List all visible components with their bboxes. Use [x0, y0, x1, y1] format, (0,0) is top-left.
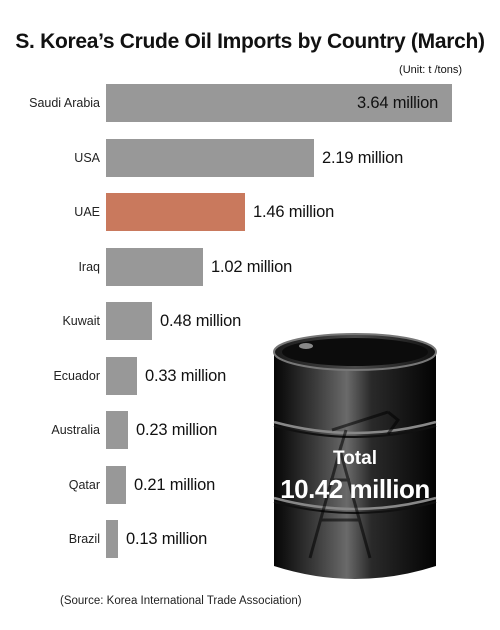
- oil-barrel-image: [273, 333, 437, 579]
- value-label: 2.19 million: [322, 149, 404, 167]
- value-label: 0.33 million: [145, 367, 227, 385]
- category-label: Saudi Arabia: [29, 96, 100, 110]
- category-label: Brazil: [68, 532, 100, 546]
- unit-label: (Unit: t /tons): [399, 64, 462, 76]
- bar: [106, 357, 137, 395]
- value-label: 1.02 million: [211, 258, 293, 276]
- bar: [106, 139, 314, 177]
- total-label: Total: [333, 448, 377, 469]
- category-label: Ecuador: [53, 369, 100, 383]
- source-note: (Source: Korea International Trade Assoc…: [60, 595, 302, 607]
- value-label: 3.64 million: [357, 94, 439, 112]
- category-label: Iraq: [78, 260, 100, 274]
- value-label: 0.23 million: [136, 421, 218, 439]
- category-label: Australia: [51, 423, 100, 437]
- category-label: Kuwait: [62, 314, 100, 328]
- value-label: 0.48 million: [160, 312, 242, 330]
- category-label: USA: [74, 151, 100, 165]
- bar: [106, 248, 203, 286]
- bar: [106, 520, 118, 558]
- total-value: 10.42 million: [280, 474, 430, 504]
- value-label: 0.21 million: [134, 476, 216, 494]
- bar: [106, 193, 245, 231]
- bar: [106, 302, 152, 340]
- bar: [106, 466, 126, 504]
- value-label: 0.13 million: [126, 530, 208, 548]
- chart-title: S. Korea’s Crude Oil Imports by Country …: [15, 30, 485, 53]
- category-label: Qatar: [68, 478, 100, 492]
- value-label: 1.46 million: [253, 203, 335, 221]
- category-label: UAE: [74, 205, 100, 219]
- bar: [106, 411, 128, 449]
- bar: [106, 84, 452, 122]
